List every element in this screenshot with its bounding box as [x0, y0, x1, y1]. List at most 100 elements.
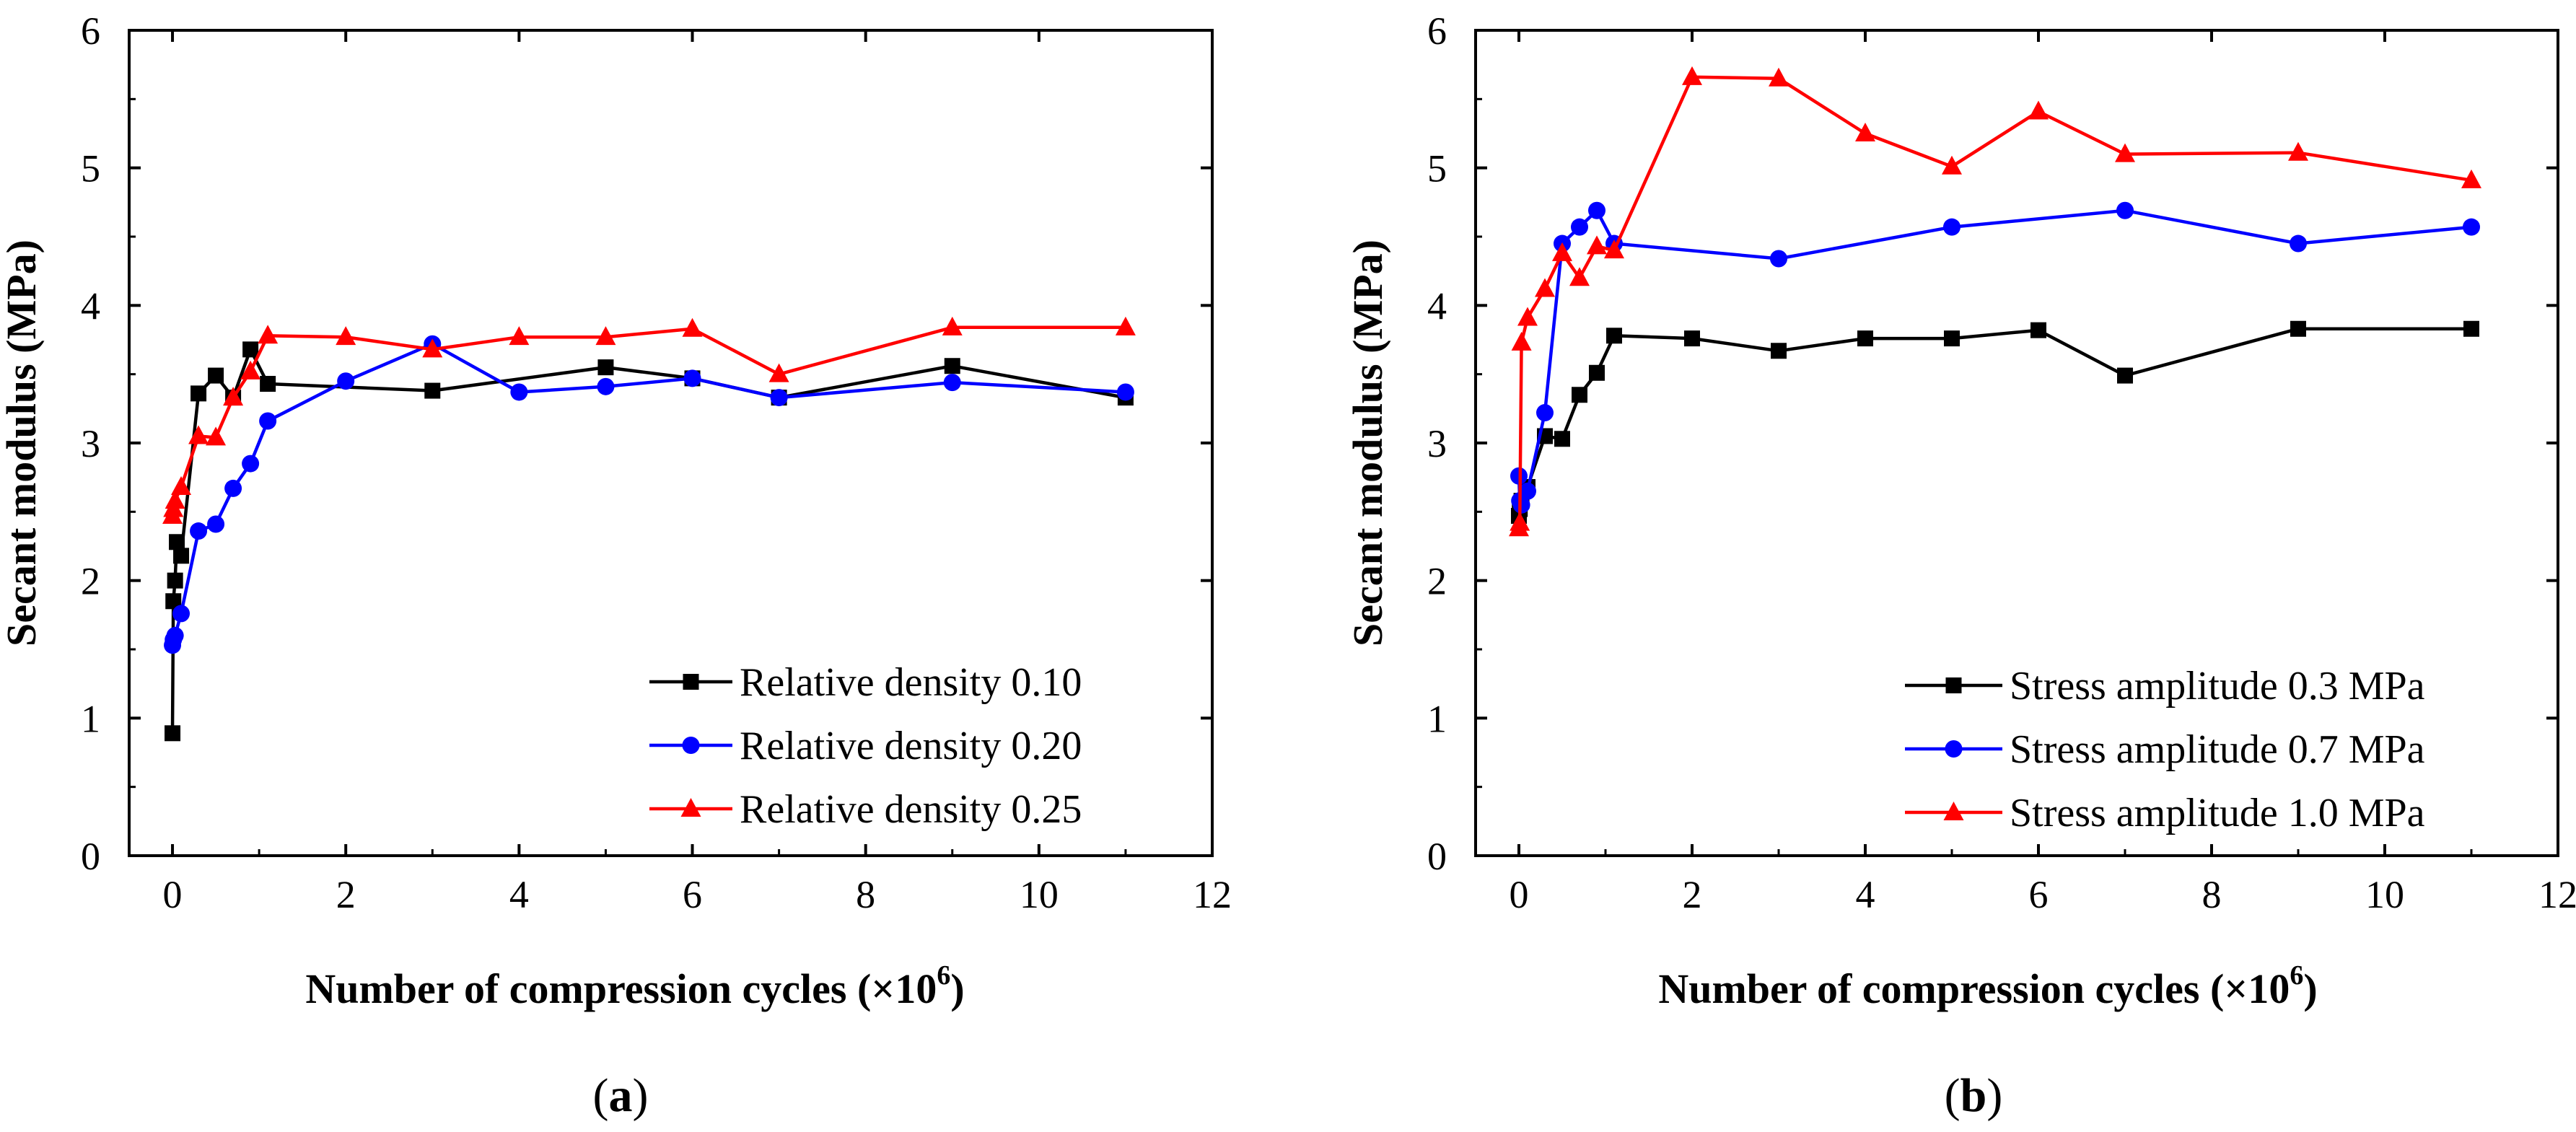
panel-a-data-point	[770, 389, 788, 407]
panel-a-x-axis-title: Number of compression cycles (×106)	[305, 960, 964, 1012]
panel-a-data-point	[943, 374, 961, 392]
panel-b-data-point	[1572, 387, 1587, 403]
panel-a-data-point	[337, 372, 355, 390]
panel-a-data-point	[240, 360, 261, 379]
panel-b-x-tick-label: 12	[2538, 873, 2576, 916]
panel-a-x-tick-label: 10	[1020, 873, 1059, 916]
panel-a-data-point	[169, 534, 185, 550]
panel-b-series-line	[1517, 327, 2471, 517]
panel-a-y-tick-label: 2	[81, 560, 100, 603]
panel-a-x-tick-label: 2	[336, 873, 356, 916]
panel-b-data-point	[1770, 250, 1787, 268]
panel-b-data-point	[1552, 242, 1572, 261]
panel-b-data-point	[1684, 330, 1700, 347]
panel-b-data-point	[2115, 143, 2135, 162]
panel-a-x-axis-title-close: )	[950, 965, 964, 1012]
panel-a-data-point	[208, 367, 224, 384]
panel-b-panel-label: (b)	[1945, 1069, 2003, 1122]
panel-a-data-point	[242, 341, 259, 358]
panel-a-series-relative-density-0-25	[162, 316, 1136, 525]
panel-a-data-point	[173, 548, 190, 564]
panel-a-data-point	[190, 385, 207, 402]
panel-a-series-line	[170, 342, 1126, 646]
panel-a-series-line	[170, 325, 1126, 517]
panel-a-y-tick-label: 6	[81, 9, 100, 53]
panel-b-data-point	[1571, 218, 1588, 236]
panel-a-data-point	[336, 326, 356, 346]
panel-a-x-tick-label: 12	[1193, 873, 1232, 916]
panel-b-data-point	[1771, 343, 1787, 359]
panel-b-x-tick-label: 4	[1856, 873, 1875, 916]
panel-b-y-tick-label: 0	[1427, 835, 1447, 878]
panel-a-data-point	[188, 425, 209, 444]
panel-b-data-point	[2028, 100, 2049, 120]
panel-b-data-point	[1554, 431, 1570, 447]
panel-b-data-point	[1855, 123, 1875, 141]
panel-a-x-axis-title-main: Number of compression cycles (×10	[305, 965, 937, 1012]
panel-b-data-point	[2030, 322, 2046, 338]
panel-a-y-axis-title: Secant modulus (MPa)	[0, 240, 45, 646]
panel-a-y-tick-label: 3	[81, 422, 100, 465]
panel-a-data-point	[1115, 316, 1136, 335]
panel-b-x-tick-label: 2	[1683, 873, 1702, 916]
panel-a-panel-label-letter: a	[609, 1069, 633, 1122]
panel-a-data-point	[165, 490, 185, 509]
panel-b-data-point	[1943, 218, 1961, 236]
panel-b-data-point	[2463, 218, 2480, 236]
panel-a-data-point	[768, 363, 789, 382]
panel-b-x-tick-label: 10	[2365, 873, 2404, 916]
panel-b-legend-label: Stress amplitude 0.3 MPa	[2010, 664, 2425, 708]
panel-b-data-point	[2461, 169, 2481, 188]
panel-b-legend-label: Stress amplitude 1.0 MPa	[2010, 791, 2425, 835]
panel-a-y-tick-label: 1	[81, 697, 100, 740]
panel-a-data-point	[683, 369, 701, 387]
panel-b-data-point	[1535, 278, 1555, 297]
panel-b-series-stress-amplitude-0-3-mpa	[1511, 320, 2479, 525]
panel-a-panel-label: (a)	[593, 1069, 649, 1122]
panel-a-y-tick-label: 5	[81, 147, 100, 190]
panel-b-legend-marker	[1943, 802, 1964, 820]
panel-a-x-tick-label: 0	[163, 873, 183, 916]
panel-a-series-relative-density-0-20	[164, 335, 1134, 654]
panel-b-x-tick-label: 0	[1510, 873, 1529, 916]
panel-b-series-stress-amplitude-1-0-mpa	[1509, 66, 2481, 537]
panel-a-legend-label: Relative density 0.25	[740, 787, 1082, 832]
panel-a-data-point	[424, 382, 441, 399]
panel-b-data-point	[1857, 330, 1873, 347]
panel-b-y-tick-label: 4	[1427, 284, 1447, 328]
panel-b-data-point	[1942, 155, 1962, 175]
panel-b-x-axis-title-exponent: 6	[2290, 960, 2303, 991]
panel-b-y-tick-label: 3	[1427, 422, 1447, 465]
panel-b-series-stress-amplitude-0-7-mpa	[1510, 201, 2480, 514]
panel-b-data-point	[1769, 67, 1789, 87]
panel-a-y-tick-label: 4	[81, 284, 100, 328]
panel-b-data-point	[1606, 328, 1622, 344]
panel-b-data-point	[1944, 330, 1960, 347]
panel-a-data-point	[207, 515, 225, 533]
panel-a-data-point	[190, 522, 208, 540]
panel-b-data-point	[2463, 320, 2479, 337]
panel-a-x-axis-title-exponent: 6	[937, 960, 950, 991]
panel-a-data-point	[206, 426, 227, 446]
panel-a-y-tick-label: 0	[81, 835, 100, 878]
panel-a-data-point	[510, 383, 528, 401]
panel-a-data-point	[223, 387, 244, 406]
panel-b-data-point	[2290, 234, 2307, 253]
panel-a-legend-label: Relative density 0.10	[740, 660, 1082, 705]
panel-a-data-point	[944, 358, 960, 374]
panel-a-legend-marker	[683, 674, 699, 690]
panel-b-panel-label-open: (	[1945, 1069, 1961, 1122]
panel-b-x-axis-title-main: Number of compression cycles (×10	[1658, 965, 2290, 1012]
panel-a-x-tick-label: 4	[509, 873, 529, 916]
panel-b-legend-marker	[1945, 740, 1963, 758]
panel-a-data-point	[259, 412, 277, 430]
panel-b-x-tick-label: 6	[2029, 873, 2049, 916]
panel-b-data-point	[2288, 141, 2308, 161]
panel-a-data-point	[167, 572, 183, 589]
panel-b-data-point	[2117, 367, 2133, 384]
panel-b-x-axis-title-close: )	[2303, 965, 2317, 1012]
panel-b-legend-label: Stress amplitude 0.7 MPa	[2010, 727, 2425, 772]
panel-b-data-point	[1587, 235, 1607, 255]
panel-b-y-tick-label: 6	[1427, 9, 1447, 53]
